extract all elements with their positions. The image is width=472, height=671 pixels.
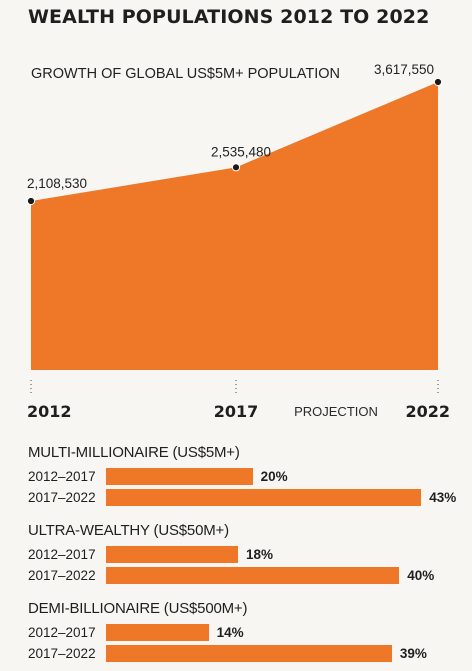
chart-subtitle: GROWTH OF GLOBAL US$5M+ POPULATION [31, 66, 340, 82]
bar-row: 2012–2017 20% [0, 468, 472, 486]
bar-group-title: DEMI-BILLIONAIRE (US$500M+) [28, 600, 248, 617]
bar-row-label: 2012–2017 [28, 625, 96, 640]
bar-row: 2012–2017 14% [0, 624, 472, 642]
data-point [433, 77, 443, 87]
bar [106, 468, 253, 485]
area-chart: 2,108,530 2,535,480 3,617,550 GROWTH OF GLO… [26, 62, 450, 421]
bar-value-label: 43% [429, 490, 457, 505]
bar-group-title: MULTI-MILLIONAIRE (US$5M+) [28, 444, 240, 461]
bar [106, 567, 400, 584]
area-series [31, 82, 438, 370]
data-label: 3,617,550 [374, 62, 434, 77]
bar-row: 2017–2022 39% [0, 645, 472, 663]
x-tick-label: 2012 [27, 402, 72, 421]
data-label: 2,108,530 [27, 176, 87, 191]
bar [106, 489, 422, 506]
bar-value-label: 39% [399, 646, 427, 661]
data-point [26, 196, 36, 206]
bar-row: 2017–2022 43% [0, 489, 472, 507]
projection-annotation: PROJECTION [294, 404, 378, 419]
bar [106, 645, 392, 662]
bar-row-label: 2012–2017 [28, 469, 96, 484]
x-tick-label: 2017 [214, 402, 259, 421]
page-title: WEALTH POPULATIONS 2012 TO 2022 [28, 6, 430, 28]
bar-row-label: 2017–2022 [28, 490, 96, 505]
bar-row-label: 2012–2017 [28, 547, 96, 562]
data-point [231, 163, 241, 172]
bar-row: 2012–2017 18% [0, 546, 472, 564]
bar-row-label: 2017–2022 [28, 568, 96, 583]
data-label: 2,535,480 [211, 144, 271, 159]
bar-value-label: 14% [216, 625, 244, 640]
x-tick-label: 2022 [405, 402, 450, 421]
bar-value-label: 18% [245, 547, 273, 562]
bar-group-title: ULTRA-WEALTHY (US$50M+) [28, 522, 229, 539]
bar-row-label: 2017–2022 [28, 646, 96, 661]
bar [106, 624, 209, 641]
bar [106, 546, 238, 563]
bar-row: 2017–2022 40% [0, 567, 472, 585]
bar-value-label: 20% [260, 469, 288, 484]
bar-value-label: 40% [407, 568, 435, 583]
